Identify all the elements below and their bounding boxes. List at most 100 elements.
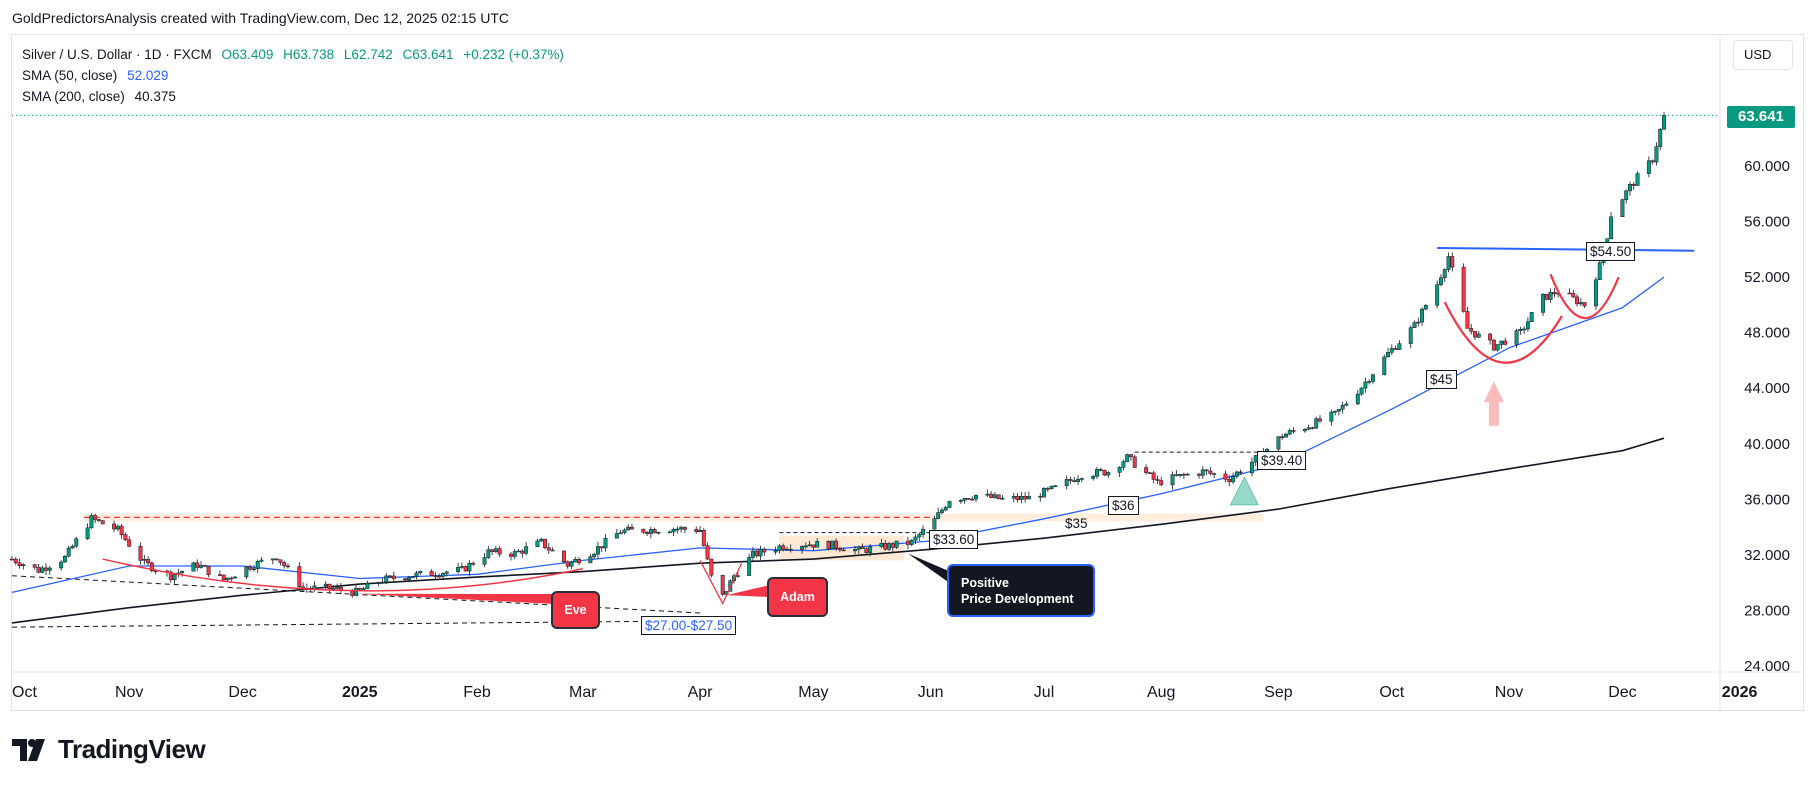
candle-up <box>89 515 94 529</box>
tradingview-brand[interactable]: TradingView <box>12 734 206 765</box>
adam-callout[interactable]: Adam <box>767 577 828 617</box>
candle-up <box>1302 429 1307 432</box>
tradingview-logo-icon <box>12 738 45 761</box>
candle-up <box>1231 476 1235 483</box>
candle-up <box>943 507 948 511</box>
positive-callout-line2: Price Development <box>961 591 1074 606</box>
level-3360-label: $33.60 <box>929 530 979 549</box>
candle-up <box>1333 410 1338 413</box>
candle-up <box>233 576 237 579</box>
candle-down <box>837 547 842 551</box>
candle-up <box>932 518 937 530</box>
candle-up <box>1495 344 1500 351</box>
candle-up <box>270 558 275 561</box>
candle-down <box>437 575 442 578</box>
candle-down <box>44 567 48 571</box>
symbol-row: Silver / U.S. Dollar · 1D · FXCM O63.409… <box>22 44 564 65</box>
candle-up <box>180 570 185 574</box>
candle-up <box>1011 496 1016 499</box>
candle-up <box>418 570 423 574</box>
candle-down <box>1488 333 1493 341</box>
symbol-label: Silver / U.S. Dollar · 1D · FXCM <box>22 47 212 62</box>
candle-up <box>1420 308 1425 323</box>
level-35-label: $35 <box>1065 516 1088 531</box>
brand-name: TradingView <box>58 734 206 764</box>
candle-up <box>573 559 578 563</box>
candle-down <box>96 519 101 521</box>
candle-down <box>1197 473 1201 476</box>
candle-up <box>1416 321 1421 324</box>
candle-up <box>1476 333 1481 338</box>
candle-down <box>834 540 839 549</box>
candle-down <box>864 548 869 553</box>
currency-button[interactable]: USD <box>1733 40 1793 70</box>
candle-up <box>482 557 487 565</box>
candle-up <box>1525 321 1530 330</box>
candle-down <box>1473 331 1477 338</box>
candle-down <box>433 575 438 577</box>
candle-down <box>754 550 759 557</box>
candle-up <box>747 557 752 576</box>
candle-down <box>705 545 710 560</box>
candle-down <box>13 558 18 564</box>
candle-down <box>1147 472 1152 474</box>
candle-down <box>149 562 154 572</box>
candle-down <box>274 558 279 561</box>
positive-callout[interactable]: Positive Price Development <box>947 564 1095 617</box>
candle-up <box>909 539 914 545</box>
candle-up <box>85 527 90 539</box>
candle-up <box>921 528 926 535</box>
eve-callout[interactable]: Eve <box>551 591 600 629</box>
candle-down <box>781 545 786 550</box>
candle-up <box>1435 284 1440 306</box>
candle-up <box>361 588 366 590</box>
candle-up <box>947 501 952 508</box>
candle-down <box>278 559 283 563</box>
candle-down <box>1204 469 1209 472</box>
candle-down <box>890 543 895 548</box>
x-axis-ticks: Oct Nov Dec 2025 Feb Mar Apr May Jun Jul Aug Sep Oct… <box>12 684 1758 701</box>
positive-pointer <box>907 553 951 584</box>
candle-down <box>989 493 994 498</box>
candle-down <box>1310 427 1315 429</box>
candle-down <box>1450 256 1455 268</box>
candle-down <box>788 548 793 551</box>
candle-down <box>1238 471 1243 474</box>
chart-frame[interactable] <box>11 34 1804 711</box>
y-tick-label: 52.000 <box>1744 269 1790 286</box>
candle-up <box>47 567 52 571</box>
candle-up <box>365 582 370 589</box>
candle-up <box>1091 476 1096 479</box>
candle-down <box>1023 495 1028 500</box>
candle-down <box>561 550 566 562</box>
candle-down <box>543 538 547 548</box>
candle-down <box>221 574 226 581</box>
candle-down <box>577 559 581 564</box>
candle-up <box>380 581 385 584</box>
sma200-row[interactable]: SMA (200, close) 40.375 <box>22 86 564 107</box>
candle-down <box>357 588 362 590</box>
candle-up <box>1336 408 1341 412</box>
candle-up <box>1370 374 1375 382</box>
candle-down <box>146 559 151 564</box>
candle-up <box>1635 173 1640 186</box>
x-tick-label: 2026 <box>1722 684 1758 701</box>
candle-up <box>777 545 782 551</box>
candle-down <box>388 575 392 578</box>
candle-up <box>1522 328 1527 331</box>
candle-up <box>40 567 45 573</box>
candle-up <box>1359 387 1364 395</box>
candle-up <box>1170 474 1175 486</box>
candle-up <box>467 562 472 572</box>
candle-up <box>406 577 411 581</box>
sma50-row[interactable]: SMA (50, close) 52.029 <box>22 65 564 86</box>
candle-down <box>1582 302 1587 307</box>
candle-down <box>841 549 846 552</box>
candle-up <box>441 573 445 577</box>
candle-down <box>720 574 725 595</box>
candle-up <box>1284 433 1288 438</box>
candle-up <box>1397 343 1402 350</box>
candle-up <box>940 509 944 513</box>
candle-up <box>259 559 264 562</box>
